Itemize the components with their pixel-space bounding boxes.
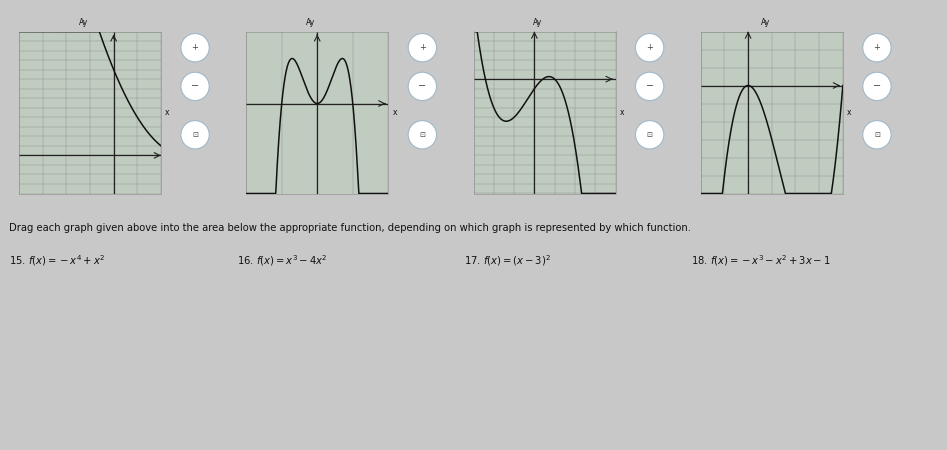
Text: 16. $f(x)=x^3-4x^2$: 16. $f(x)=x^3-4x^2$ bbox=[237, 253, 328, 268]
Circle shape bbox=[181, 121, 209, 149]
Text: x: x bbox=[166, 108, 170, 117]
Circle shape bbox=[863, 121, 891, 149]
Text: +: + bbox=[646, 43, 653, 52]
Text: Ay: Ay bbox=[760, 18, 770, 27]
Circle shape bbox=[181, 33, 209, 62]
Circle shape bbox=[408, 33, 437, 62]
Text: Ay: Ay bbox=[306, 18, 315, 27]
Text: +: + bbox=[419, 43, 426, 52]
Text: −: − bbox=[191, 81, 199, 91]
Text: ⊡: ⊡ bbox=[874, 132, 880, 138]
Circle shape bbox=[408, 72, 437, 100]
Circle shape bbox=[635, 72, 664, 100]
Text: ⊡: ⊡ bbox=[420, 132, 425, 138]
Text: −: − bbox=[419, 81, 426, 91]
Text: −: − bbox=[873, 81, 881, 91]
Circle shape bbox=[408, 121, 437, 149]
Text: Ay: Ay bbox=[79, 18, 88, 27]
Text: 15. $f(x)=-x^4+x^2$: 15. $f(x)=-x^4+x^2$ bbox=[9, 253, 106, 268]
Text: x: x bbox=[393, 108, 397, 117]
Circle shape bbox=[635, 121, 664, 149]
Text: +: + bbox=[873, 43, 881, 52]
Text: −: − bbox=[646, 81, 653, 91]
Text: Drag each graph given above into the area below the appropriate function, depend: Drag each graph given above into the are… bbox=[9, 223, 691, 233]
Text: ⊡: ⊡ bbox=[192, 132, 198, 138]
Text: 18. $f(x)=-x^3-x^2+3x-1$: 18. $f(x)=-x^3-x^2+3x-1$ bbox=[691, 253, 831, 268]
Text: 17. $f(x)=(x-3)^2$: 17. $f(x)=(x-3)^2$ bbox=[464, 253, 551, 268]
Circle shape bbox=[863, 33, 891, 62]
Text: x: x bbox=[848, 108, 851, 117]
Circle shape bbox=[635, 33, 664, 62]
Text: Ay: Ay bbox=[533, 18, 543, 27]
Text: +: + bbox=[191, 43, 199, 52]
Circle shape bbox=[181, 72, 209, 100]
Text: x: x bbox=[619, 108, 624, 117]
Text: ⊡: ⊡ bbox=[647, 132, 652, 138]
Circle shape bbox=[863, 72, 891, 100]
